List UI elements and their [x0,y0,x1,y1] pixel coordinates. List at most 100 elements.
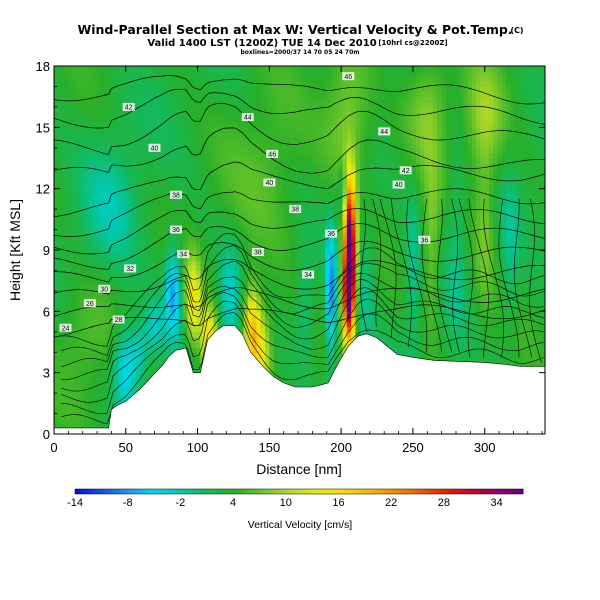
velocity-cell [398,204,404,210]
velocity-cell [161,163,167,169]
velocity-cell [178,296,184,302]
velocity-cell [308,326,314,333]
velocity-cell [342,173,348,180]
velocity-cell [114,66,120,72]
velocity-cell [105,132,111,139]
velocity-cell [329,204,335,210]
velocity-cell [385,112,391,118]
velocity-cell [62,418,68,425]
velocity-cell [217,173,223,180]
velocity-cell [277,372,283,379]
velocity-cell [84,147,90,154]
velocity-cell [226,173,232,180]
velocity-cell [342,117,348,123]
velocity-cell [153,316,158,323]
velocity-cell [342,250,348,256]
velocity-cell [153,255,158,261]
velocity-cell [54,367,59,374]
velocity-cell [273,362,279,369]
velocity-cell [109,377,115,384]
velocity-cell [338,76,344,82]
velocity-cell [226,270,232,277]
velocity-cell [230,260,236,266]
velocity-cell [226,275,232,282]
velocity-cell [200,127,206,134]
velocity-cell [359,285,365,292]
velocity-cell [364,209,370,215]
velocity-cell [75,209,81,215]
velocity-cell [316,362,322,369]
velocity-cell [230,270,236,277]
velocity-cell [269,275,275,282]
velocity-cell [329,265,335,272]
velocity-cell [157,357,163,364]
velocity-cell [92,311,98,318]
velocity-cell [385,342,391,348]
velocity-cell [109,178,115,185]
velocity-cell [234,152,240,159]
velocity-cell [338,214,344,220]
velocity-cell [342,275,348,282]
velocity-cell [131,137,137,144]
velocity-cell [204,106,210,113]
velocity-cell [209,290,214,297]
velocity-cell [204,122,210,128]
velocity-cell [402,250,408,256]
velocity-cell [71,101,77,108]
velocity-cell [101,188,107,195]
velocity-cell [140,311,146,318]
velocity-cell [109,393,115,399]
velocity-cell [252,342,258,348]
velocity-cell [346,219,352,226]
velocity-cell [84,239,90,246]
velocity-cell [84,106,90,113]
velocity-cell [269,301,275,307]
velocity-cell [174,326,180,333]
velocity-cell [372,142,378,149]
velocity-cell [127,96,133,103]
velocity-cell [140,178,146,185]
velocity-cell [359,106,365,113]
velocity-cell [187,275,193,282]
velocity-cell [178,132,184,139]
velocity-cell [256,342,262,348]
velocity-cell [385,209,391,215]
velocity-cell [75,316,81,323]
velocity-cell [243,86,249,93]
velocity-cell [109,280,115,287]
velocity-cell [62,142,68,149]
velocity-cell [282,147,288,154]
velocity-cell [66,301,72,307]
velocity-cell [84,296,90,302]
velocity-cell [389,106,395,113]
velocity-cell [131,214,137,220]
velocity-cell [58,117,64,123]
velocity-cell [295,321,301,328]
velocity-cell [88,326,94,333]
velocity-cell [252,152,258,159]
velocity-cell [316,367,322,374]
velocity-cell [144,219,150,226]
velocity-cell [178,219,184,226]
velocity-cell [256,158,262,164]
velocity-cell [165,250,171,256]
velocity-cell [247,214,253,220]
velocity-cell [131,209,137,215]
velocity-cell [316,352,322,358]
velocity-cell [338,112,344,118]
velocity-cell [127,260,133,266]
velocity-cell [243,316,249,323]
velocity-cell [153,357,158,364]
velocity-cell [368,198,374,205]
velocity-cell [221,280,227,287]
velocity-cell [256,152,262,159]
velocity-cell [54,342,59,348]
velocity-cell [312,362,318,369]
velocity-cell [299,204,305,210]
velocity-cell [122,137,128,144]
velocity-cell [239,234,245,241]
velocity-cell [101,204,107,210]
velocity-cell [269,219,275,226]
velocity-cell [209,137,214,144]
velocity-cell [321,229,326,236]
